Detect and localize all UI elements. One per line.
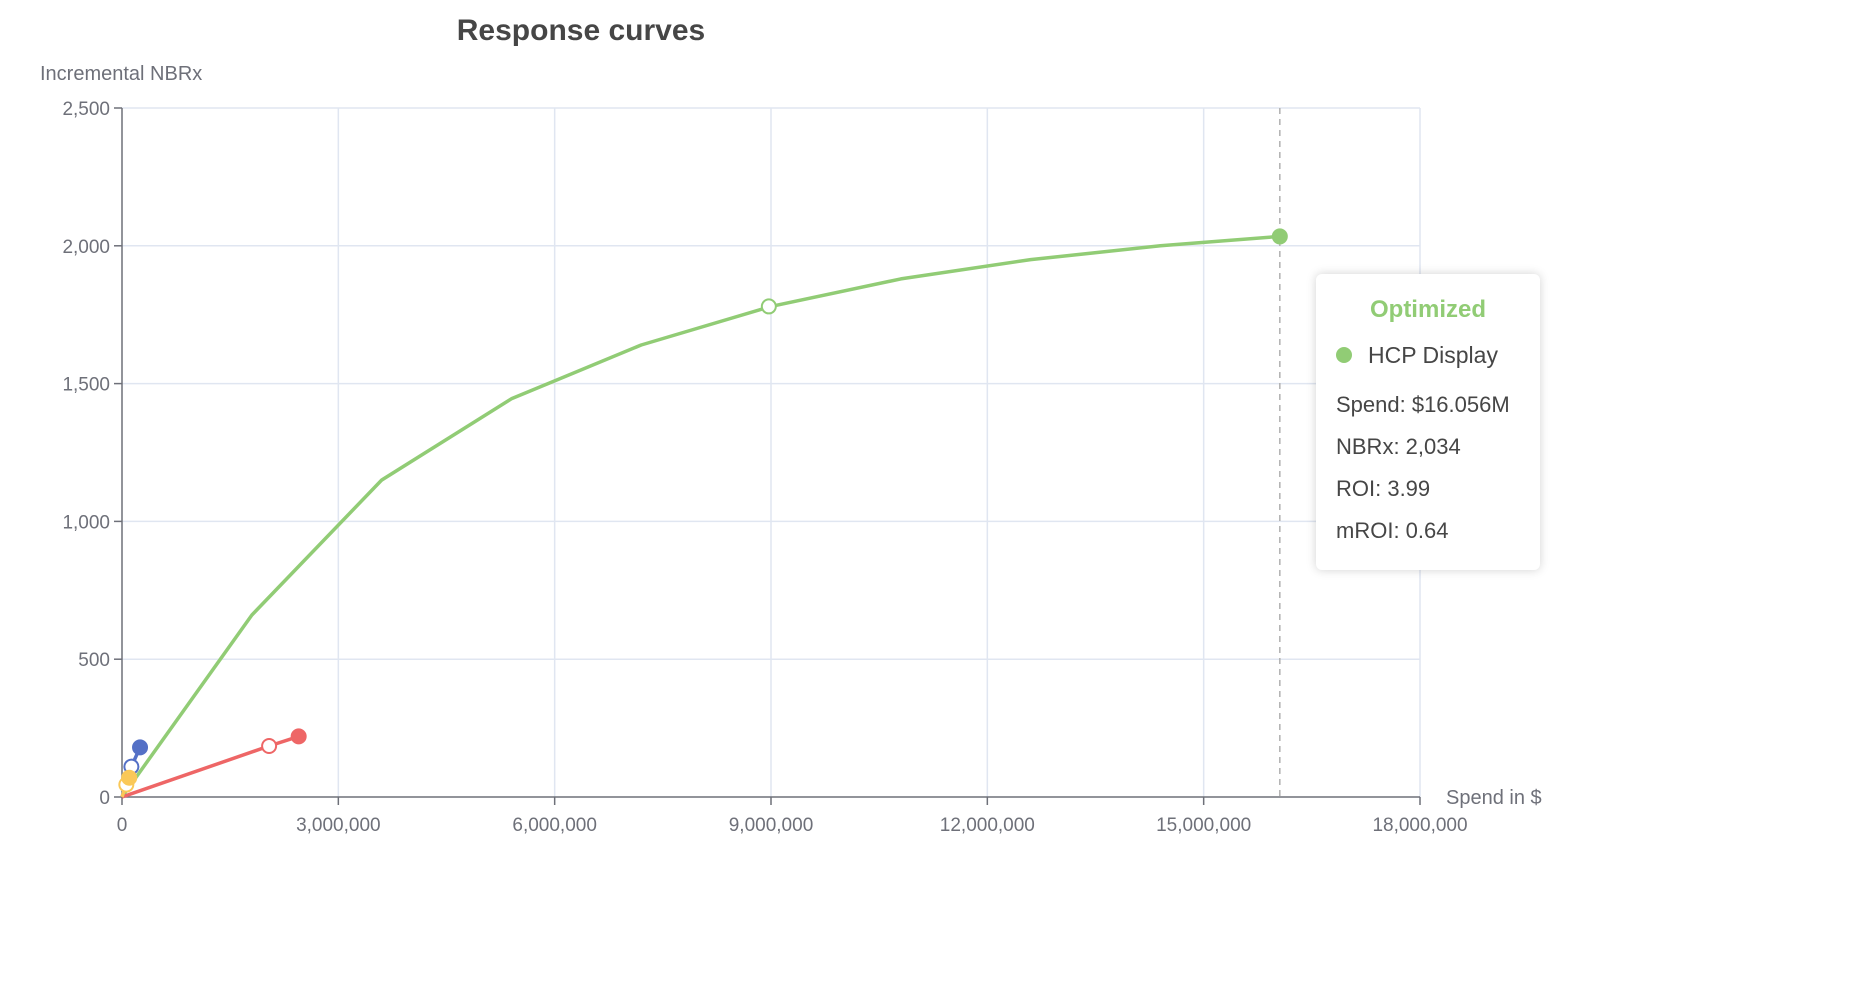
y-axis-label: Incremental NBRx bbox=[40, 63, 202, 85]
x-axis-label: Spend in $ bbox=[1446, 787, 1542, 809]
x-tick-label: 9,000,000 bbox=[729, 815, 814, 836]
tooltip-series-name: HCP Display bbox=[1368, 342, 1498, 368]
y-tick-label: 0 bbox=[99, 788, 110, 809]
tooltip-mroi: mROI: 0.64 bbox=[1336, 518, 1449, 543]
x-tick-label: 12,000,000 bbox=[940, 815, 1035, 836]
y-tick-label: 2,000 bbox=[62, 237, 110, 258]
optimized-point[interactable] bbox=[290, 728, 307, 745]
current-point[interactable] bbox=[261, 738, 278, 755]
x-tick-label: 3,000,000 bbox=[296, 815, 381, 836]
series-line bbox=[120, 234, 1280, 799]
y-tick-label: 500 bbox=[78, 650, 110, 671]
chart-title: Response curves bbox=[457, 14, 705, 47]
series-dot-icon bbox=[1336, 347, 1352, 363]
tooltip-nbrx: NBRx: 2,034 bbox=[1336, 434, 1461, 459]
x-tick-label: 0 bbox=[117, 815, 128, 836]
tooltip-series: HCP Display bbox=[1336, 338, 1540, 372]
x-tick-label: 18,000,000 bbox=[1372, 815, 1467, 836]
optimized-point[interactable] bbox=[132, 739, 149, 756]
tooltip: Optimized HCP Display Spend: $16.056M NB… bbox=[1316, 274, 1540, 570]
y-tick-label: 2,500 bbox=[62, 99, 110, 120]
x-tick-label: 6,000,000 bbox=[512, 815, 597, 836]
optimized-point[interactable] bbox=[121, 769, 138, 786]
tooltip-header: Optimized bbox=[1369, 296, 1486, 323]
x-tick-label: 15,000,000 bbox=[1156, 815, 1251, 836]
optimized-point[interactable] bbox=[1271, 228, 1288, 245]
y-tick-label: 1,500 bbox=[62, 375, 110, 396]
current-point[interactable] bbox=[760, 298, 777, 315]
tooltip-spend: Spend: $16.056M bbox=[1336, 392, 1510, 417]
tooltip-roi: ROI: 3.99 bbox=[1336, 476, 1431, 501]
y-tick-label: 1,000 bbox=[62, 512, 110, 533]
